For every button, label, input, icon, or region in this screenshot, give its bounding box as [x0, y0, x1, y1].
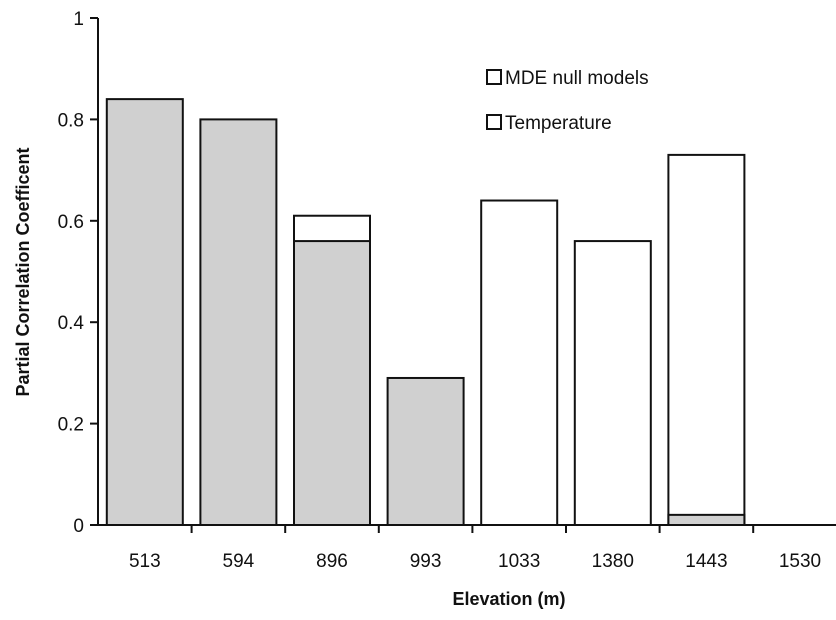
bar-temperature-993 — [386, 376, 465, 526]
bar-mde-1033 — [480, 199, 559, 527]
legend-label-mde: MDE null models — [505, 68, 649, 89]
bar-temperature-513 — [105, 98, 184, 527]
y-axis-title: Partial Correlation Coefficent — [13, 147, 33, 396]
y-tick-label: 0.8 — [58, 110, 84, 131]
bar-mde-1380 — [573, 240, 652, 527]
bar-temperature-896 — [293, 240, 371, 527]
bar-mde-1443 — [667, 153, 746, 526]
legend-swatch-mde — [486, 69, 502, 85]
bars-layer — [105, 98, 746, 527]
y-tick-label: 0.2 — [58, 415, 84, 436]
legend-label-temperature: Temperature — [505, 113, 612, 134]
x-tick-label: 896 — [316, 551, 348, 572]
x-tick-label: 1443 — [685, 551, 727, 572]
y-tick-label: 0.4 — [58, 313, 85, 334]
x-tick-label: 1033 — [498, 551, 540, 572]
y-tick-label: 1 — [73, 9, 84, 30]
axes-layer — [97, 18, 836, 526]
y-tick-label: 0 — [73, 516, 84, 537]
x-tick-label: 1380 — [592, 551, 634, 572]
legend-swatch-temperature — [486, 114, 502, 130]
bar-temperature-594 — [199, 118, 278, 527]
bar-temperature-1443 — [667, 513, 746, 526]
x-tick-label: 594 — [223, 551, 255, 572]
legend: MDE null models Temperature — [486, 68, 649, 134]
x-tick-label: 993 — [410, 551, 442, 572]
x-tick-label: 1530 — [779, 551, 821, 572]
x-axis-title: Elevation (m) — [452, 589, 565, 609]
y-ticks: 0 0.2 0.4 0.6 0.8 1 — [58, 9, 98, 537]
y-tick-label: 0.6 — [58, 212, 84, 233]
x-ticks: 513 594 896 993 1033 1380 1443 1530 — [129, 525, 821, 572]
x-tick-label: 513 — [129, 551, 161, 572]
